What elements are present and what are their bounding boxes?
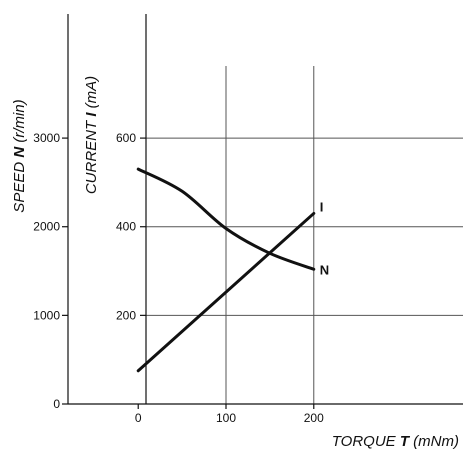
series-label-i: I bbox=[320, 199, 324, 214]
speed-tick-label: 2000 bbox=[33, 220, 60, 234]
speed-tick-label: 0 bbox=[53, 397, 60, 411]
series-line-n bbox=[136, 167, 316, 271]
grid-lines bbox=[146, 66, 463, 404]
torque-tick-label: 100 bbox=[216, 411, 236, 425]
speed-tick-label: 1000 bbox=[33, 308, 60, 322]
series-line-i bbox=[136, 211, 316, 373]
current-tick-label: 200 bbox=[116, 308, 136, 322]
torque-tick-label: 200 bbox=[304, 411, 324, 425]
axes bbox=[67, 14, 463, 405]
speed-tick-label: 3000 bbox=[33, 131, 60, 145]
speed-axis-title: SPEED N (r/min) bbox=[11, 99, 28, 212]
tick-labels: 0 1000 2000 3000 200 400 600 0 100 200 bbox=[33, 131, 324, 425]
series-label-n: N bbox=[320, 262, 329, 277]
current-tick-label: 400 bbox=[116, 220, 136, 234]
x-axis-title: TORQUE T (mNm) bbox=[332, 433, 459, 450]
torque-tick-label: 0 bbox=[135, 411, 142, 425]
current-tick-label: 600 bbox=[116, 131, 136, 145]
series: NI bbox=[136, 167, 329, 373]
current-axis-title: CURRENT I (mA) bbox=[83, 76, 100, 194]
